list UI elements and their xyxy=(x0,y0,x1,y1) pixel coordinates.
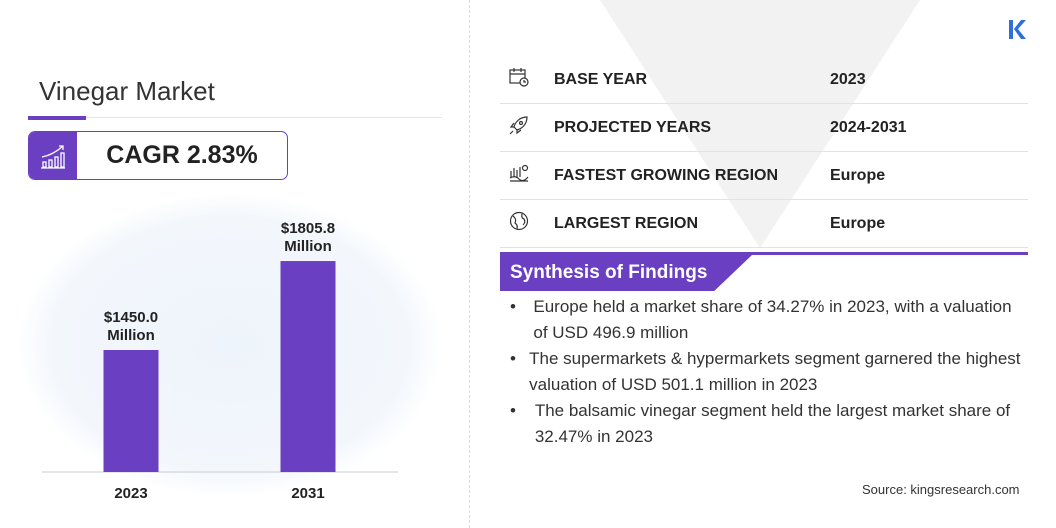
info-value: Europe xyxy=(830,166,886,184)
info-value: 2024-2031 xyxy=(830,118,907,136)
globe-background xyxy=(20,195,440,495)
info-row-base-year: BASE YEAR 2023 xyxy=(500,56,1028,104)
info-label: LARGEST REGION xyxy=(554,214,699,232)
cagr-badge: CAGR 2.83% xyxy=(28,131,288,180)
growth-region-icon xyxy=(500,163,554,188)
finding-text: The supermarkets & hypermarkets segment … xyxy=(529,349,1021,394)
list-item: • The balsamic vinegar segment held the l… xyxy=(510,398,1030,450)
x-tick-label: 2023 xyxy=(114,485,147,502)
cagr-value: CAGR 2.83% xyxy=(106,141,258,169)
info-label: BASE YEAR xyxy=(554,70,648,88)
info-row-projected-years: PROJECTED YEARS 2024-2031 xyxy=(500,104,1028,152)
info-value: 2023 xyxy=(830,70,866,88)
title-accent xyxy=(28,116,86,120)
divider xyxy=(469,0,470,528)
x-tick-label: 2031 xyxy=(291,485,324,502)
title-underline xyxy=(28,117,442,118)
finding-text: Europe held a market share of 34.27% in … xyxy=(533,297,1012,342)
data-label: Million xyxy=(107,327,155,344)
info-row-fastest-region: FASTEST GROWING REGION Europe xyxy=(500,152,1028,200)
info-label: FASTEST GROWING REGION xyxy=(554,166,779,184)
synthesis-heading: Synthesis of Findings xyxy=(500,255,752,291)
growth-chart-icon xyxy=(29,132,77,179)
list-item: • The supermarkets & hypermarkets segment… xyxy=(510,346,1030,398)
page-title: Vinegar Market xyxy=(39,76,215,106)
bar-2031 xyxy=(280,261,336,472)
info-label: PROJECTED YEARS xyxy=(554,118,712,136)
calendar-icon xyxy=(500,67,554,92)
kings-research-logo xyxy=(1008,19,1028,46)
info-value: Europe xyxy=(830,214,886,232)
data-label: Million xyxy=(284,238,332,255)
data-label: $1805.8 xyxy=(281,220,335,237)
info-row-largest-region: LARGEST REGION Europe xyxy=(500,200,1028,248)
info-table: BASE YEAR 2023 PROJECTED YEARS 2024-2031… xyxy=(500,56,1028,248)
source-note: Source: kingsresearch.com xyxy=(862,482,1020,497)
globe-icon xyxy=(500,211,554,236)
data-label: $1450.0 xyxy=(104,309,158,326)
rocket-icon xyxy=(500,115,554,140)
background-triangle xyxy=(600,0,920,248)
finding-text: The balsamic vinegar segment held the la… xyxy=(534,401,1011,446)
synthesis-header: Synthesis of Findings xyxy=(500,252,1028,291)
findings-list: • Europe held a market share of 34.27% in… xyxy=(510,294,1030,450)
bar-2023 xyxy=(103,350,159,472)
list-item: • Europe held a market share of 34.27% in… xyxy=(510,294,1030,346)
